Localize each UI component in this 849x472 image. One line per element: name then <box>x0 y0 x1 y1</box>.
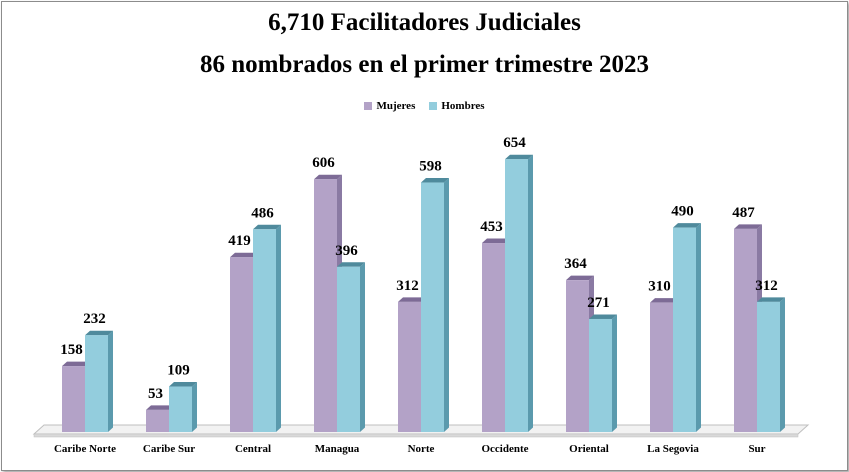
bar-occidente-mujeres <box>482 243 505 432</box>
bar-managua-mujeres <box>314 179 337 432</box>
legend-swatch-mujeres <box>364 102 373 110</box>
x-tick-label-oriental: Oriental <box>569 443 609 455</box>
bar-top-central-mujeres <box>230 252 258 258</box>
data-label-oriental-hombres: 271 <box>587 295 610 311</box>
bar-top-norte-mujeres <box>398 297 426 302</box>
data-label-norte-mujeres: 312 <box>396 278 419 294</box>
legend-label-mujeres: Mujeres <box>376 100 416 112</box>
legend-item-hombres: Hombres <box>429 100 485 112</box>
bar-caribe-norte-mujeres <box>62 366 85 432</box>
bar-top-sur-mujeres <box>734 224 762 229</box>
bar-side-occidente-hombres <box>528 154 533 432</box>
legend-item-mujeres: Mujeres <box>364 100 415 112</box>
bar-top-central-hombres <box>253 224 281 230</box>
bar-sur-mujeres <box>734 228 757 432</box>
data-label-caribe-norte-hombres: 232 <box>83 311 106 327</box>
data-label-occidente-mujeres: 453 <box>480 219 503 235</box>
bar-top-managua-hombres <box>337 262 365 267</box>
x-tick-label-occidente: Occidente <box>481 443 528 455</box>
bar-top-oriental-hombres <box>589 314 617 319</box>
x-tick-label-sur: Sur <box>748 443 765 455</box>
bar-side-caribe-norte-hombres <box>108 330 113 432</box>
data-label-oriental-mujeres: 364 <box>564 256 587 272</box>
bar-norte-mujeres <box>398 301 421 432</box>
bar-la-segovia-hombres <box>673 227 696 432</box>
bar-side-central-hombres <box>276 224 281 432</box>
data-label-managua-mujeres: 606 <box>312 155 335 171</box>
data-label-central-hombres: 486 <box>251 205 274 221</box>
data-label-caribe-norte-mujeres: 158 <box>60 342 83 358</box>
chart-legend: Mujeres Hombres <box>0 100 849 112</box>
bar-managua-hombres <box>337 266 360 432</box>
data-label-central-mujeres: 419 <box>228 233 251 249</box>
bar-side-caribe-sur-hombres <box>192 382 197 432</box>
bar-occidente-hombres <box>505 159 528 432</box>
bar-top-caribe-norte-mujeres <box>62 361 90 367</box>
data-label-la-segovia-hombres: 490 <box>671 204 694 220</box>
data-label-la-segovia-mujeres: 310 <box>648 279 671 295</box>
bar-side-oriental-hombres <box>612 314 617 432</box>
bar-caribe-norte-hombres <box>85 335 108 432</box>
bar-top-caribe-sur-mujeres <box>146 405 174 410</box>
bar-side-managua-hombres <box>360 262 365 432</box>
x-tick-label-managua: Managua <box>315 443 360 455</box>
chart-floor-edge <box>33 433 799 438</box>
data-label-occidente-hombres: 654 <box>503 135 526 151</box>
bar-caribe-sur-hombres <box>169 386 192 432</box>
chart-title: 6,710 Facilitadores Judiciales <box>268 9 581 36</box>
data-label-norte-hombres: 598 <box>419 159 442 175</box>
bar-side-la-segovia-hombres <box>696 223 701 432</box>
bar-top-caribe-norte-hombres <box>85 330 113 336</box>
bar-top-occidente-mujeres <box>482 238 510 244</box>
bar-oriental-hombres <box>589 318 612 432</box>
bar-top-la-segovia-mujeres <box>650 298 678 303</box>
data-label-caribe-sur-mujeres: 53 <box>148 386 163 402</box>
bar-top-sur-hombres <box>757 297 785 302</box>
x-tick-label-caribe-norte: Caribe Norte <box>54 443 116 455</box>
bar-top-oriental-mujeres <box>566 275 594 281</box>
data-label-sur-mujeres: 487 <box>732 205 755 221</box>
bar-central-hombres <box>253 229 276 432</box>
bar-top-managua-mujeres <box>314 174 342 180</box>
x-tick-label-central: Central <box>235 443 271 455</box>
x-tick-label-la-segovia: La Segovia <box>647 443 699 455</box>
bar-top-la-segovia-hombres <box>673 223 701 228</box>
chart-subtitle: 86 nombrados en el primer trimestre 2023 <box>200 51 649 78</box>
legend-swatch-hombres <box>429 102 438 110</box>
bar-side-norte-hombres <box>444 178 449 432</box>
bar-top-occidente-hombres <box>505 154 533 160</box>
x-tick-label-norte: Norte <box>408 443 435 455</box>
bar-la-segovia-mujeres <box>650 302 673 432</box>
bar-sur-hombres <box>757 301 780 432</box>
data-label-managua-hombres: 396 <box>335 243 358 259</box>
bar-top-caribe-sur-hombres <box>169 382 197 387</box>
bar-top-norte-hombres <box>421 178 449 183</box>
x-tick-label-caribe-sur: Caribe Sur <box>143 443 195 455</box>
bar-norte-hombres <box>421 182 444 432</box>
bar-side-sur-hombres <box>780 297 785 432</box>
bar-caribe-sur-mujeres <box>146 409 169 432</box>
data-label-caribe-sur-hombres: 109 <box>167 363 190 379</box>
bar-oriental-mujeres <box>566 280 589 432</box>
legend-label-hombres: Hombres <box>441 100 485 112</box>
bar-central-mujeres <box>230 257 253 432</box>
data-label-sur-hombres: 312 <box>755 278 778 294</box>
